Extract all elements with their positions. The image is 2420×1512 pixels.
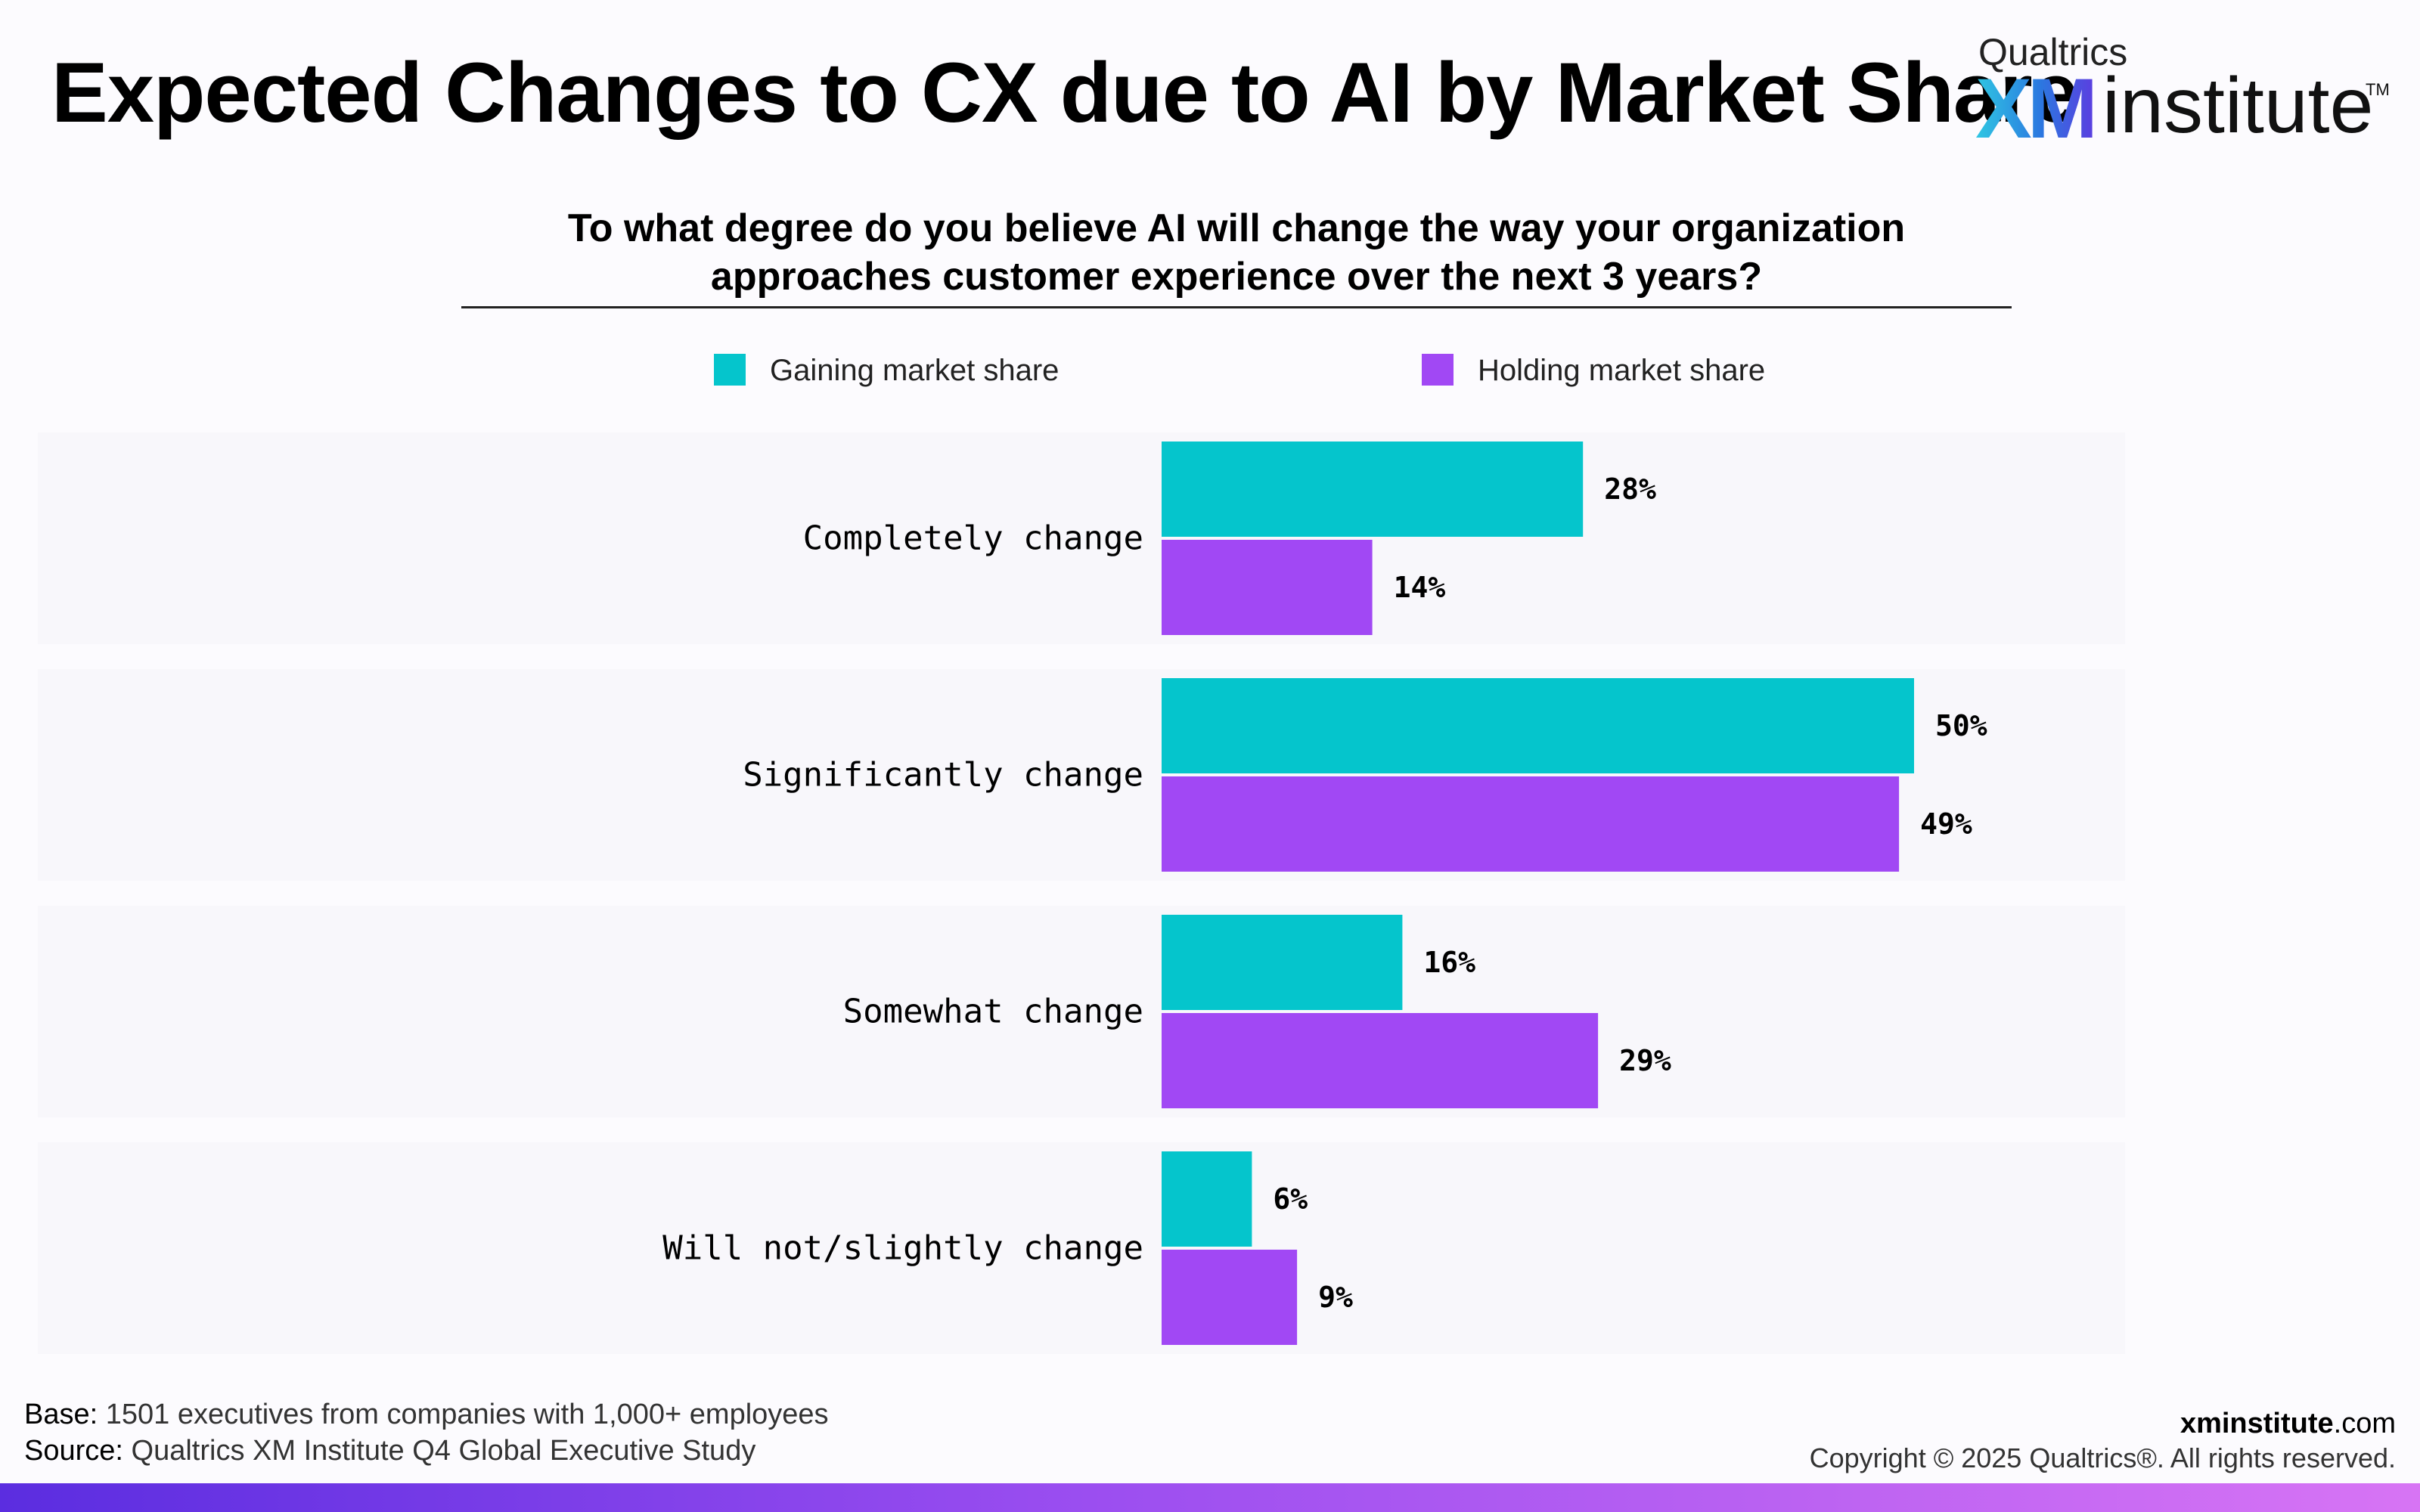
data-label-holding-market-share-somewhat-change: 29% xyxy=(1619,1044,1671,1077)
copyright-text: Copyright © 2025 Qualtrics®. All rights … xyxy=(1809,1442,2396,1473)
data-label-holding-market-share-completely-change: 14% xyxy=(1394,571,1446,604)
bar-gaining-market-share-completely-change xyxy=(1162,442,1584,537)
category-band-somewhat-change xyxy=(38,906,2125,1117)
footnote-base-label: Base: xyxy=(24,1399,98,1430)
logo-xm-text: XM xyxy=(1975,61,2098,156)
bar-holding-market-share-significantly-change xyxy=(1162,776,1900,872)
bar-gaining-market-share-significantly-change xyxy=(1162,678,1914,773)
category-label-will-not-slightly-change: Will not/slightly change xyxy=(662,1229,1143,1268)
category-label-completely-change: Completely change xyxy=(803,519,1143,558)
website-text: xminstitute.com xyxy=(2180,1408,2396,1440)
bar-gaining-market-share-somewhat-change xyxy=(1162,915,1403,1010)
website-bold: xminstitute xyxy=(2180,1408,2334,1439)
data-label-gaining-market-share-will-not-slightly-change: 6% xyxy=(1273,1182,1308,1216)
bar-gaining-market-share-will-not-slightly-change xyxy=(1162,1151,1252,1247)
footnote-base-text: 1501 executives from companies with 1,00… xyxy=(105,1399,829,1430)
data-label-gaining-market-share-significantly-change: 50% xyxy=(1935,709,1987,742)
category-label-somewhat-change: Somewhat change xyxy=(843,993,1143,1031)
website-suffix: .com xyxy=(2333,1408,2396,1439)
data-label-gaining-market-share-completely-change: 28% xyxy=(1604,472,1656,506)
logo-institute-text: institute xyxy=(2102,62,2374,150)
footnote-source: Source: Qualtrics XM Institute Q4 Global… xyxy=(24,1435,755,1467)
legend-label-gaining: Gaining market share xyxy=(770,354,1060,387)
footnote-source-label: Source: xyxy=(24,1435,123,1467)
page-title: Expected Changes to CX due to AI by Mark… xyxy=(51,45,2079,140)
legend-swatch-holding xyxy=(1422,354,1454,386)
category-label-significantly-change: Significantly change xyxy=(743,756,1143,795)
bottom-gradient-bar xyxy=(0,1483,2420,1512)
xm-institute-logo: Qualtrics XM institute TM xyxy=(1975,30,2390,156)
logo-qualtrics-text: Qualtrics xyxy=(1978,31,2128,73)
legend-swatch-gaining xyxy=(714,354,746,386)
footnote-base: Base: 1501 executives from companies wit… xyxy=(24,1399,829,1431)
bar-holding-market-share-somewhat-change xyxy=(1162,1013,1599,1108)
footnote-source-text: Qualtrics XM Institute Q4 Global Executi… xyxy=(131,1435,756,1467)
chart-title: To what degree do you believe AI will ch… xyxy=(567,206,1906,299)
data-label-holding-market-share-significantly-change: 49% xyxy=(1920,807,1972,841)
bar-holding-market-share-completely-change xyxy=(1162,540,1373,635)
data-label-gaining-market-share-somewhat-change: 16% xyxy=(1423,946,1475,979)
category-band-will-not-slightly-change xyxy=(38,1142,2125,1354)
title-divider xyxy=(461,306,2012,308)
data-label-holding-market-share-will-not-slightly-change: 9% xyxy=(1318,1281,1353,1314)
logo-trademark: TM xyxy=(2366,80,2390,99)
legend-label-holding: Holding market share xyxy=(1478,354,1766,387)
category-band-completely-change xyxy=(38,432,2125,644)
bar-holding-market-share-will-not-slightly-change xyxy=(1162,1250,1298,1345)
